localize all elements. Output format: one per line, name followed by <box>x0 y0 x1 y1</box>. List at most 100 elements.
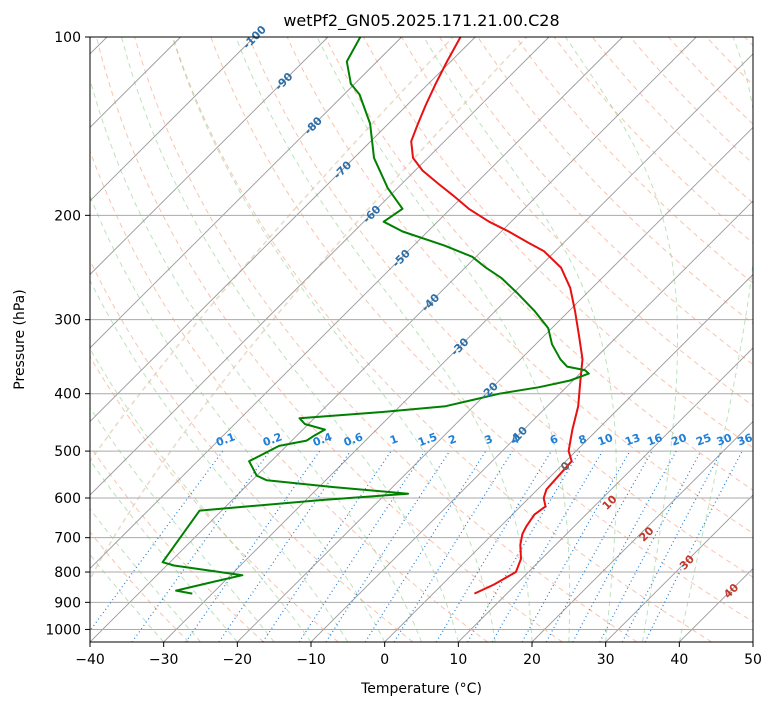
mixing-ratio-label: 4 <box>509 432 521 447</box>
mixing-ratio-line <box>521 450 631 642</box>
isotherm-label: -30 <box>448 335 471 358</box>
moist-adiabat <box>90 347 312 642</box>
mixing-ratio-label: 16 <box>645 431 664 449</box>
mixing-ratio-label: 1.5 <box>416 430 439 449</box>
mixing-ratio-label: 6 <box>548 432 560 447</box>
isotherm-line <box>90 37 623 570</box>
dry-adiabat <box>96 37 563 642</box>
dry-adiabat <box>477 37 753 325</box>
mixing-ratio-line <box>262 450 392 642</box>
isotherm-line <box>458 347 753 642</box>
y-tick-label: 800 <box>54 565 81 581</box>
moist-adiabat <box>90 459 238 642</box>
x-tick-label: 30 <box>597 652 615 668</box>
x-tick-label: −20 <box>223 652 253 668</box>
isotherm-label: -60 <box>360 202 383 225</box>
mixing-ratio-line <box>185 450 321 642</box>
dry-adiabat-label: 10 <box>600 492 620 512</box>
moist-adiabat <box>678 37 753 642</box>
dry-adiabat <box>172 37 712 642</box>
mixing-ratio-line <box>393 450 513 642</box>
isotherm-line <box>90 37 329 276</box>
mixing-ratio-label: 10 <box>596 431 615 449</box>
isotherm-line <box>90 37 476 423</box>
dry-adiabat-label: 40 <box>721 581 741 601</box>
moist-adiabat <box>171 37 496 642</box>
y-tick-label: 500 <box>54 444 81 460</box>
y-tick-label: 700 <box>54 531 81 547</box>
isotherm-label: -90 <box>272 70 295 93</box>
dry-adiabat <box>134 37 638 642</box>
moist-adiabat <box>90 77 422 642</box>
isotherm-line <box>531 420 753 642</box>
profile-layer <box>161 37 590 595</box>
mixing-ratio-label: 30 <box>715 431 734 449</box>
dry-adiabat <box>90 531 190 642</box>
dry-adiabat <box>401 37 753 407</box>
dry-adiabat <box>744 37 753 47</box>
mixing-ratio-line <box>218 450 351 642</box>
y-axis-label: Pressure (hPa) <box>12 289 28 389</box>
mixing-ratio-label: 0.4 <box>311 430 334 449</box>
dry-adiabat <box>706 37 753 86</box>
mixing-ratio-line <box>572 450 677 642</box>
x-tick-label: 20 <box>523 652 541 668</box>
mixing-ratio-label: 36 <box>736 431 755 449</box>
mixing-ratio-label: 2 <box>447 432 459 447</box>
isotherm-line <box>752 641 753 642</box>
mixing-ratio-line <box>298 450 426 642</box>
isotherm-label: -50 <box>390 247 413 270</box>
isotherm-line <box>90 37 255 202</box>
isotherm-line <box>310 200 753 642</box>
wet-bulb-line <box>90 37 454 463</box>
isotherm-label: -70 <box>331 158 354 181</box>
x-axis-label: Temperature (°C) <box>360 681 482 697</box>
mixing-ratio-line <box>325 450 451 642</box>
x-tick-label: −40 <box>75 652 105 668</box>
dewpoint-profile-line <box>161 37 590 595</box>
x-tick-label: 0 <box>380 652 389 668</box>
line-labels: -100-90-80-70-60-50-40-30-20-100.1 0.2 0.4… <box>214 23 754 601</box>
dry-adiabat <box>668 37 753 125</box>
isotherm-line <box>90 37 402 349</box>
mixing-ratio-label: 1 <box>388 432 400 447</box>
dry-adiabat-label: 30 <box>677 552 697 572</box>
y-tick-label: 600 <box>54 491 81 507</box>
x-tick-label: 40 <box>670 652 688 668</box>
chart-title: wetPf2_GN05.2025.171.21.00.C28 <box>283 11 559 31</box>
dry-adiabat <box>591 37 753 204</box>
isotherm-line <box>679 567 753 642</box>
moist-adiabat <box>565 37 678 642</box>
dry-adiabat <box>90 259 414 642</box>
mixing-ratio-line <box>435 450 552 642</box>
mixing-ratio-label: 3 <box>483 432 495 447</box>
temperature-profile-line <box>410 37 584 595</box>
moist-adiabat <box>121 37 459 642</box>
isotherm-line <box>90 37 550 496</box>
dry-adiabat <box>515 37 753 284</box>
y-tick-label: 300 <box>54 313 81 329</box>
dry-adiabat <box>90 355 339 642</box>
dry-adiabat <box>90 445 264 642</box>
dry-adiabat <box>286 37 753 534</box>
y-tick-label: 1000 <box>45 622 81 638</box>
isotherm-label: -80 <box>302 114 325 137</box>
x-axis: −40 −30 −20 −10 0 10 20 30 40 50 <box>75 642 762 668</box>
mixing-ratio-label: 25 <box>694 431 713 448</box>
x-tick-label: −30 <box>149 652 179 668</box>
moist-adiabat <box>423 37 617 642</box>
y-tick-label: 100 <box>54 30 81 46</box>
mixing-ratio-label: 20 <box>670 431 689 449</box>
isotherm-line <box>384 273 753 642</box>
mixing-ratio-label: 8 <box>577 432 589 447</box>
mixing-ratio-line <box>545 450 653 642</box>
mixing-ratio-label: 0.6 <box>342 430 365 449</box>
moist-adiabat <box>90 406 275 642</box>
mixing-ratio-label: 0.1 <box>214 430 237 449</box>
y-tick-label: 400 <box>54 387 81 403</box>
x-tick-label: 10 <box>449 652 467 668</box>
moist-adiabat <box>316 37 571 642</box>
y-tick-label: 900 <box>54 595 81 611</box>
moist-adiabat <box>90 553 165 642</box>
